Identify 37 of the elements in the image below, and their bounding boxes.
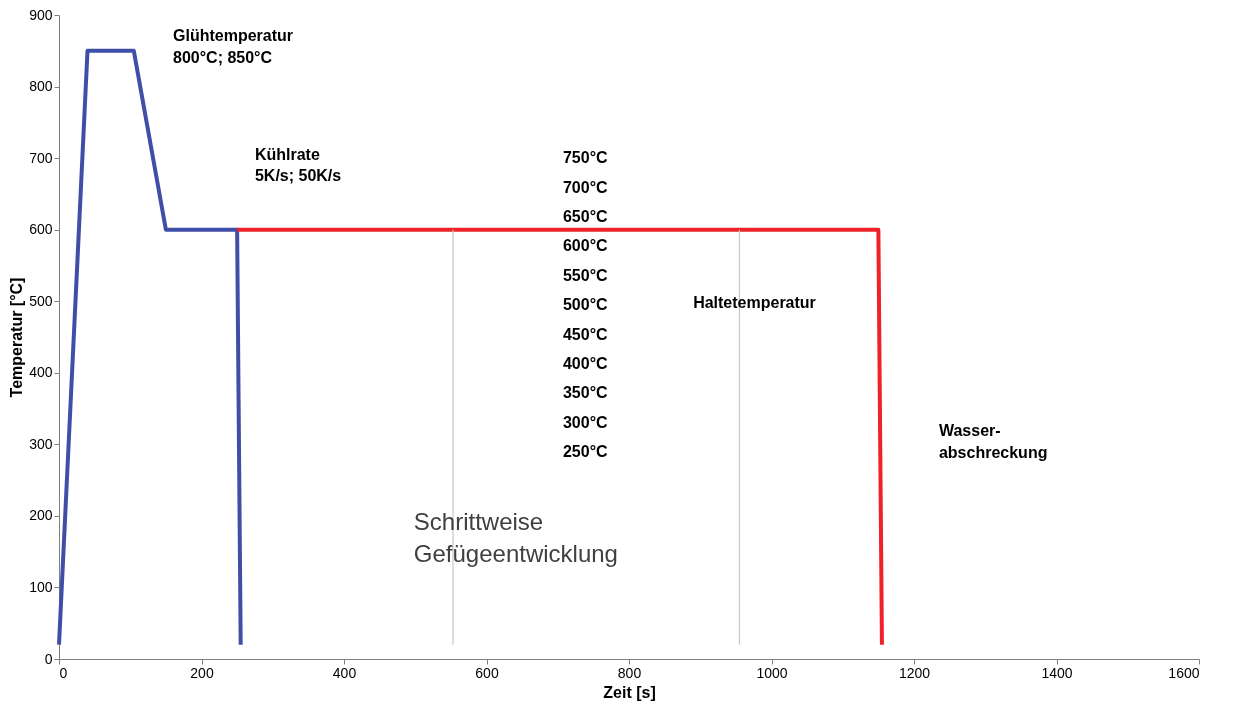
y-tick-label: 0 bbox=[44, 650, 53, 667]
x-tick-label: 1600 bbox=[1168, 664, 1200, 681]
x-tick-label: 1200 bbox=[898, 664, 931, 681]
y-axis-title: Temperatur [°C] bbox=[8, 277, 26, 398]
annotation: 550°C bbox=[562, 266, 609, 284]
annotation: 400°C bbox=[562, 354, 609, 372]
x-tick-label: 400 bbox=[332, 664, 357, 681]
annotation: Kühlrate 5K/s; 50K/s bbox=[254, 145, 342, 185]
annotation: 750°C bbox=[562, 149, 609, 167]
y-tick-label: 400 bbox=[29, 364, 53, 381]
y-tick-label: 900 bbox=[29, 6, 53, 23]
annotation: 600°C bbox=[562, 237, 609, 255]
annotation: Schrittweise Gefügeentwicklung bbox=[413, 508, 618, 568]
annotation: 450°C bbox=[562, 325, 609, 343]
x-tick-label: 1000 bbox=[756, 664, 788, 681]
x-tick-label: 800 bbox=[617, 664, 642, 681]
x-tick-label: 1400 bbox=[1041, 664, 1073, 681]
annotation: Wasser- abschreckung bbox=[938, 422, 1048, 462]
annotation: Glühtemperatur 800°C; 850°C bbox=[173, 27, 294, 67]
x-tick-label: 200 bbox=[190, 664, 214, 681]
y-tick-label: 200 bbox=[29, 507, 53, 524]
x-tick-label: 0 bbox=[59, 664, 68, 681]
annotation: 300°C bbox=[562, 413, 609, 431]
annotation: Haltetemperatur bbox=[693, 293, 816, 311]
annotation: 350°C bbox=[562, 384, 609, 402]
y-tick-label: 700 bbox=[29, 149, 53, 166]
annotation: 700°C bbox=[562, 178, 609, 196]
y-tick-label: 100 bbox=[29, 578, 53, 595]
annotation: 500°C bbox=[562, 296, 609, 314]
y-tick-label: 300 bbox=[29, 435, 53, 452]
x-axis-title: Zeit [s] bbox=[603, 683, 656, 701]
y-tick-label: 600 bbox=[29, 221, 53, 238]
annotation: 650°C bbox=[562, 207, 609, 225]
annotation: 250°C bbox=[562, 443, 609, 461]
x-tick-label: 600 bbox=[475, 664, 499, 681]
y-tick-label: 800 bbox=[29, 78, 53, 95]
y-tick-label: 500 bbox=[29, 292, 53, 309]
